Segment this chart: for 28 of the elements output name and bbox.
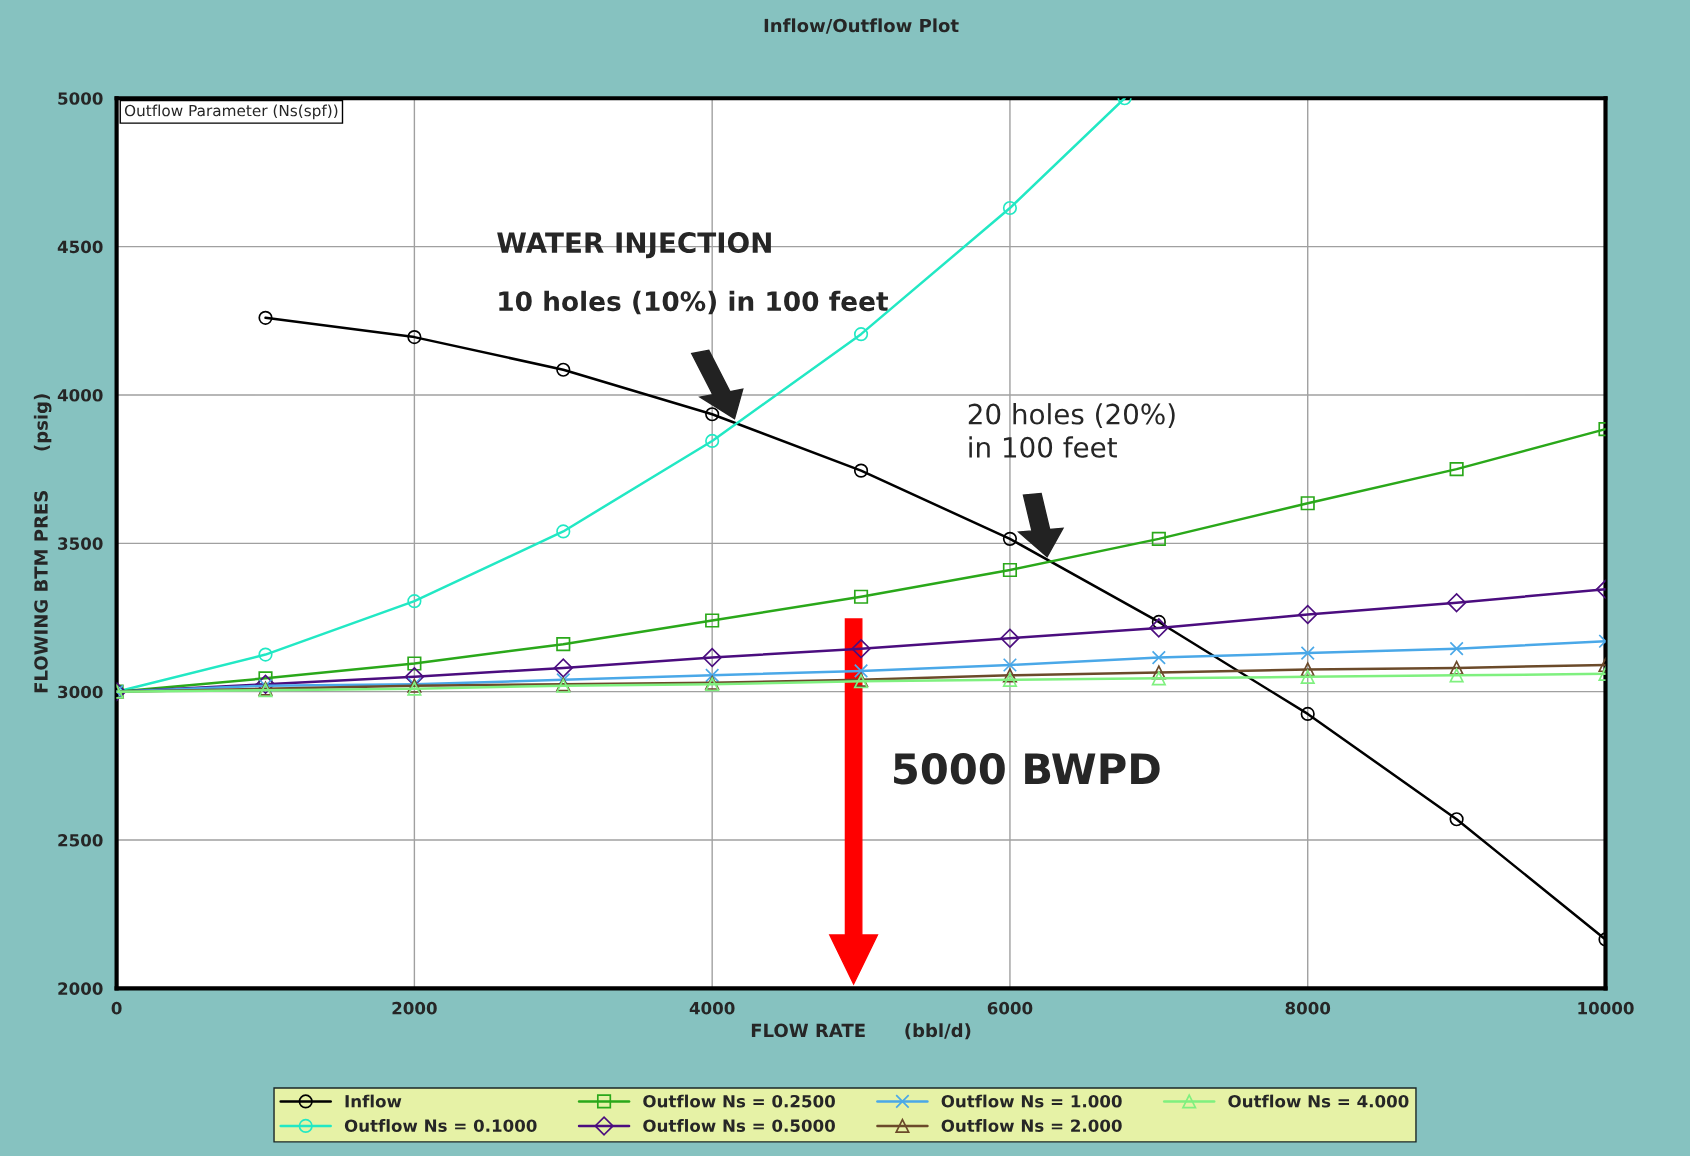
chart-title: Inflow/Outflow Plot xyxy=(764,18,959,34)
annotation: 5000 BWPD xyxy=(894,752,1160,785)
annotation: 10 holes (10%) in 100 feet xyxy=(499,290,888,315)
x-tick-label: 0 xyxy=(111,1001,122,1015)
legend-label: Outflow Ns = 0.1000 xyxy=(344,1119,537,1132)
x-tick-label: 10000 xyxy=(1578,1001,1634,1015)
y-tick-label: 4000 xyxy=(57,388,103,402)
legend-title: Outflow Parameter (Ns(spf)) xyxy=(124,104,338,120)
y-tick-label: 3500 xyxy=(58,537,103,550)
y-tick-label: 4500 xyxy=(57,240,103,254)
x-tick-label: 6000 xyxy=(987,1001,1033,1015)
legend-label: Outflow Ns = 0.2500 xyxy=(643,1094,835,1108)
annotation: WATER INJECTION xyxy=(497,232,771,259)
x-axis-title: FLOW RATE (bbl/d) xyxy=(751,1023,971,1040)
x-tick-label: 2000 xyxy=(392,1001,437,1015)
legend-label: Outflow Ns = 4.000 xyxy=(1228,1094,1409,1108)
y-axis-title: FLOWING BTM PRES (psig) xyxy=(33,394,52,693)
annotation: 20 holes (20%) in 100 feet xyxy=(968,403,1175,458)
legend-label: Inflow xyxy=(345,1094,402,1108)
y-tick-label: 3000 xyxy=(58,685,103,699)
y-tick-label: 2500 xyxy=(58,833,103,847)
y-tick-label: 2000 xyxy=(58,982,103,995)
x-tick-label: 8000 xyxy=(1285,1001,1331,1015)
legend-label: Outflow Ns = 0.5000 xyxy=(643,1119,835,1132)
y-tick-label: 5000 xyxy=(58,92,103,105)
x-tick-label: 4000 xyxy=(689,1001,735,1015)
legend-label: Outflow Ns = 1.000 xyxy=(941,1094,1122,1108)
legend-label: Outflow Ns = 2.000 xyxy=(941,1119,1122,1132)
